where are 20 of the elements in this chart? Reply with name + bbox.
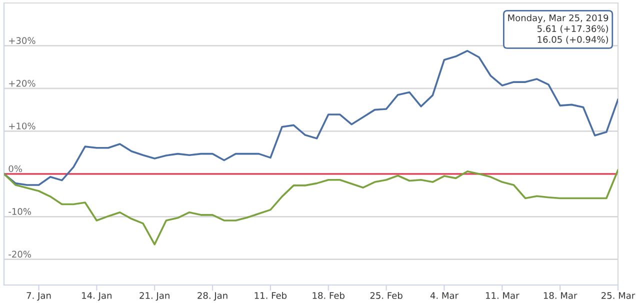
x-tick-label: 11. Mar [486,292,520,299]
x-tick-label: 7. Jan [26,292,51,301]
y-tick-label: -20% [8,250,31,258]
x-tick-label: 21. Jan [140,292,170,301]
x-tick-label: 18. Mar [544,292,578,299]
x-tick-label: 18. Feb [312,292,344,299]
x-tick-label: 28. Jan [198,292,228,301]
x-tick-label: 25. Feb [370,292,402,299]
y-tick-label: +10% [9,122,36,130]
x-tick-label: 11. Feb [254,292,287,299]
x-tick-label: 4. Mar [430,292,458,299]
y-tick-label: +30% [9,37,36,44]
x-tick-label: 14. Jan [82,292,112,301]
x-tick-label: 25. Mar [602,292,636,299]
y-tick-label: +20% [9,80,36,87]
annotation: 16.05 (+0.94%) [538,36,608,44]
annotation: 5.61 (+17.36%) [537,25,608,34]
annotation: Monday, Mar 25, 2019 [508,14,608,24]
y-tick-label: -10% [8,208,31,215]
y-tick-label: 0% [8,165,22,172]
